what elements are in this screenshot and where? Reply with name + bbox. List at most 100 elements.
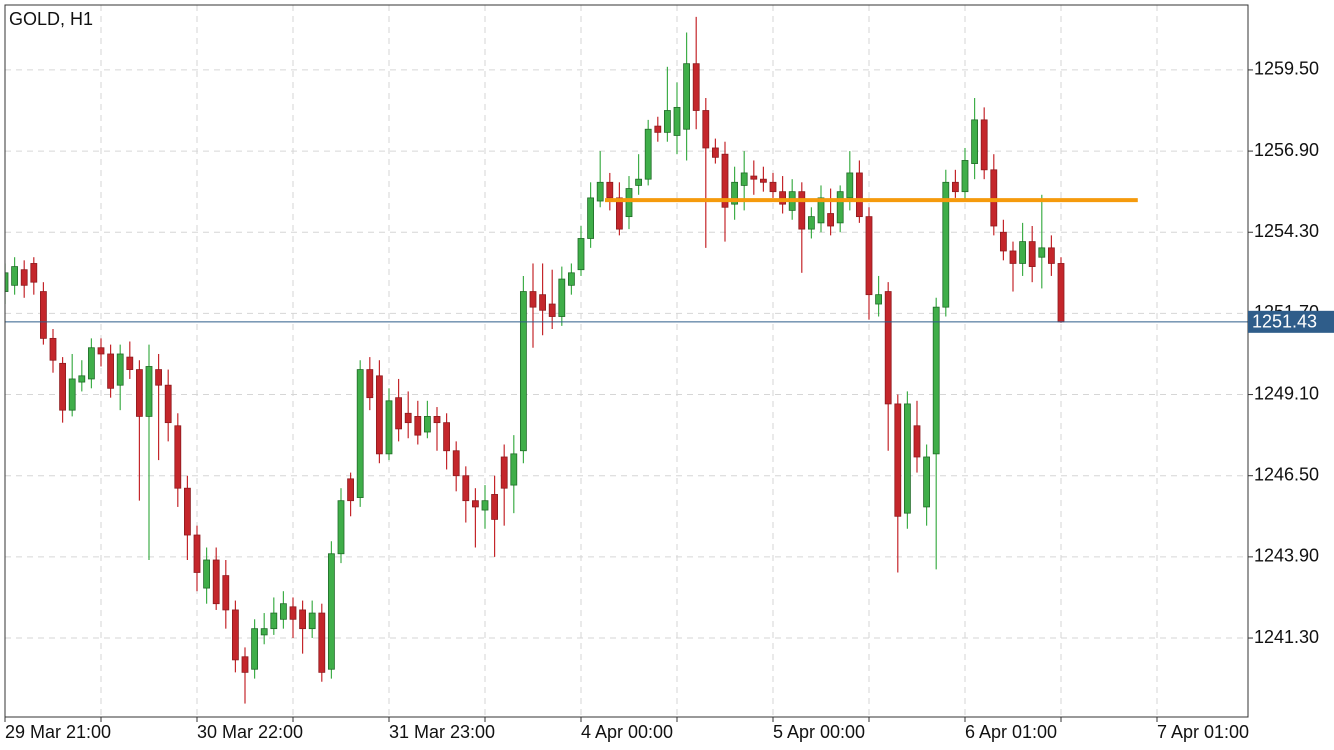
candle-body xyxy=(68,378,76,411)
candle-body xyxy=(251,628,258,670)
candle-body xyxy=(519,291,527,452)
candle-body xyxy=(817,197,825,224)
candle-body xyxy=(193,534,201,573)
candle-body xyxy=(49,337,57,361)
candle-body xyxy=(577,238,585,271)
overlays xyxy=(5,198,1248,323)
candle-body xyxy=(567,272,575,286)
candle-body xyxy=(212,559,220,605)
candle-body xyxy=(433,416,441,424)
candle-body xyxy=(875,294,882,305)
candle-body xyxy=(798,191,806,230)
candle-body xyxy=(923,456,930,508)
candle-body xyxy=(740,172,748,186)
candle-body xyxy=(289,606,297,620)
candle-body xyxy=(539,294,546,311)
candle-body xyxy=(471,500,479,508)
x-tick-label: 5 Apr 00:00 xyxy=(773,722,865,742)
candle-body xyxy=(107,353,114,389)
candle-body xyxy=(711,147,719,158)
candle-body xyxy=(385,400,393,455)
candle-body xyxy=(510,453,518,486)
candle-body xyxy=(999,231,1007,252)
candle-body xyxy=(644,128,652,180)
candle-body xyxy=(769,181,777,193)
candle-body xyxy=(971,119,978,164)
x-tick-label: 30 Mar 22:00 xyxy=(197,722,303,742)
candle-body xyxy=(135,369,143,417)
candle-body xyxy=(807,216,815,230)
candle-body xyxy=(529,291,537,308)
candle-body xyxy=(846,172,854,199)
candle-body xyxy=(625,188,633,218)
candle-body xyxy=(279,603,287,620)
plot-frame xyxy=(4,4,1249,718)
candle-body xyxy=(596,181,604,202)
candle-body xyxy=(836,191,844,224)
candle-body xyxy=(164,384,172,424)
y-tick-label: 1243.90 xyxy=(1254,546,1319,566)
candle-body xyxy=(145,366,153,417)
candle-body xyxy=(155,369,162,386)
candle-body xyxy=(174,425,182,489)
candle-body xyxy=(5,272,9,292)
candle-body xyxy=(116,353,124,386)
candle-body xyxy=(241,656,249,673)
candles xyxy=(5,16,1065,704)
candle-body xyxy=(692,63,700,111)
y-tick-label: 1259.50 xyxy=(1254,59,1319,79)
candle-body xyxy=(759,178,767,183)
grid xyxy=(5,5,1248,717)
candle-body xyxy=(961,160,969,193)
current-price-label: 1251.43 xyxy=(1252,312,1317,332)
candle-body xyxy=(779,191,786,205)
x-tick-label: 6 Apr 01:00 xyxy=(965,722,1057,742)
candle-body xyxy=(827,213,834,227)
candle-body xyxy=(327,553,335,670)
candle-body xyxy=(337,500,345,555)
candle-body xyxy=(1038,247,1046,258)
candle-body xyxy=(20,269,28,286)
candle-body xyxy=(308,612,316,630)
candle-body xyxy=(126,356,134,370)
candle-body xyxy=(548,303,556,317)
candle-body xyxy=(231,609,239,661)
candle-body xyxy=(87,347,95,380)
candle-body xyxy=(222,575,230,611)
y-tick-label: 1254.30 xyxy=(1254,221,1319,241)
candle-body xyxy=(395,397,402,430)
candle-body xyxy=(635,178,642,186)
candle-body xyxy=(366,369,374,399)
y-tick-label: 1246.50 xyxy=(1254,464,1319,484)
candle-body xyxy=(721,153,729,208)
candle-body xyxy=(203,559,210,589)
y-tick-label: 1256.90 xyxy=(1254,140,1319,160)
candle-body xyxy=(39,291,47,339)
candle-body xyxy=(1009,250,1017,264)
candle-body xyxy=(980,119,988,171)
candle-body xyxy=(97,347,105,355)
candle-body xyxy=(356,369,364,498)
candle-body xyxy=(587,197,594,239)
candle-body xyxy=(11,266,18,286)
candle-body xyxy=(299,609,306,630)
candle-body xyxy=(615,197,623,230)
candle-body xyxy=(913,425,921,458)
candle-body xyxy=(558,278,566,317)
candle-body xyxy=(59,362,66,411)
candle-body xyxy=(423,416,431,433)
current-price-box xyxy=(1248,310,1334,333)
axes: 1241.301243.901246.501249.101251.701254.… xyxy=(4,59,1334,742)
candle-body xyxy=(663,110,671,133)
candle-body xyxy=(462,475,470,502)
candle-body xyxy=(318,612,326,673)
candle-body xyxy=(702,110,710,149)
candle-body xyxy=(481,500,489,511)
candle-body xyxy=(731,181,738,205)
candle-body xyxy=(932,306,940,455)
candle-body xyxy=(750,175,758,180)
chart-title: GOLD, H1 xyxy=(9,9,93,29)
y-tick-label: 1241.30 xyxy=(1254,627,1319,647)
